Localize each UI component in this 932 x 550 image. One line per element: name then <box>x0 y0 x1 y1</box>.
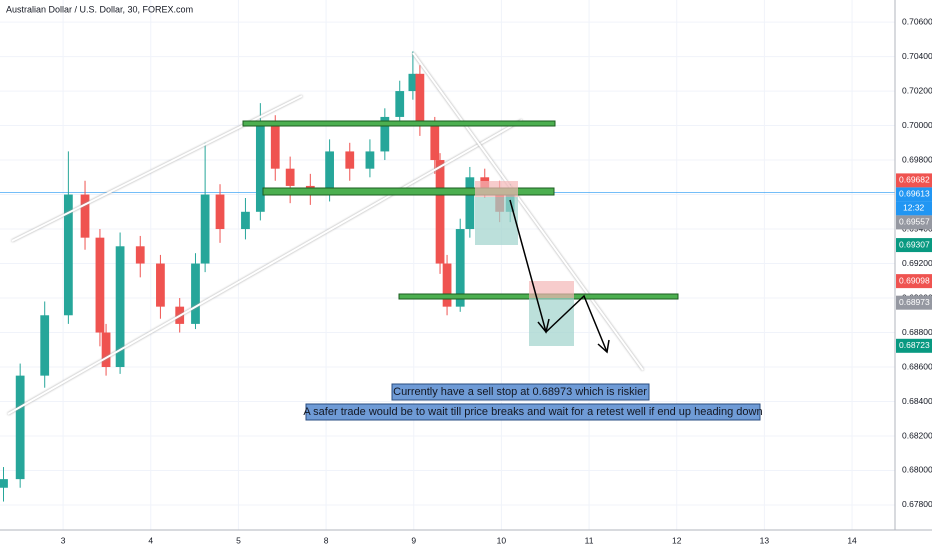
price-label: 0.68723 <box>899 340 930 350</box>
candle-body <box>465 177 475 230</box>
candle-body <box>63 194 73 316</box>
price-label-bg <box>896 187 932 202</box>
y-tick-label: 0.67800 <box>902 499 932 509</box>
channel-line <box>7 119 523 415</box>
y-tick-label: 0.70200 <box>902 85 932 95</box>
trend-line <box>412 52 644 371</box>
candle-body <box>40 315 50 376</box>
x-tick-label: 3 <box>61 535 66 545</box>
axes: 0.70600 0.70400 0.70200 0.70000 0.69800 0.696… <box>61 16 932 545</box>
y-tick-label: 0.68600 <box>902 361 932 371</box>
candle-body <box>442 263 452 307</box>
x-tick-label: 8 <box>324 535 329 545</box>
price-label-bg <box>896 215 932 230</box>
price-label: 0.68973 <box>899 297 930 307</box>
annotation: A safer trade would be to wait till pric… <box>303 406 762 418</box>
candle-body <box>80 194 90 238</box>
candle-body <box>365 151 375 169</box>
stop-box <box>475 181 518 197</box>
x-tick-label: 13 <box>760 535 770 545</box>
candle-body <box>200 194 210 264</box>
x-tick-label: 4 <box>148 535 153 545</box>
candle-body <box>156 263 165 307</box>
x-tick-label: 14 <box>847 535 857 545</box>
x-tick-label: 12 <box>672 535 682 545</box>
candle-body <box>325 151 334 195</box>
price-label: 0.69613 <box>899 189 930 199</box>
candle-body <box>408 73 418 92</box>
candle-body <box>215 194 225 230</box>
drawings: Currently have a sell stop at 0.68973 wh… <box>7 52 763 421</box>
x-tick-label: 10 <box>497 535 507 545</box>
price-label: 0.69098 <box>899 275 930 285</box>
price-label: 0.69557 <box>899 217 930 227</box>
y-tick-label: 0.68200 <box>902 430 932 440</box>
price-label: 0.69682 <box>899 175 930 185</box>
y-tick-label: 0.70600 <box>902 16 932 26</box>
support-zone <box>262 187 555 196</box>
annotation-box <box>305 403 761 421</box>
candle-body <box>435 160 445 264</box>
y-tick-label: 0.68800 <box>902 327 932 337</box>
candle-body <box>380 116 390 152</box>
annotation: Currently have a sell stop at 0.68973 wh… <box>393 386 647 398</box>
candles <box>0 51 515 502</box>
countdown: 12:32 <box>903 203 925 213</box>
candle-body <box>415 73 425 126</box>
annotation-box <box>391 383 650 401</box>
price-label-bg <box>896 173 932 188</box>
candle-body <box>285 168 295 186</box>
chart-title: Australian Dollar / U.S. Dollar, 30, FOR… <box>6 4 193 14</box>
price-label-bg <box>896 295 932 310</box>
candle-body <box>270 125 280 169</box>
x-tick-label: 11 <box>585 535 594 545</box>
price-label-bg <box>896 338 932 353</box>
price-label-bg <box>896 238 932 253</box>
projection-arrow <box>509 199 608 353</box>
x-tick-label: 5 <box>236 535 241 545</box>
candle-body <box>430 125 440 161</box>
x-tick-label: 9 <box>411 535 416 545</box>
candle-body <box>455 229 465 307</box>
candle-body <box>95 237 105 333</box>
y-tick-label: 0.69200 <box>902 258 932 268</box>
candle-body <box>345 151 355 169</box>
candle-body <box>115 246 125 368</box>
target-box <box>529 298 574 346</box>
price-label: 0.69307 <box>899 239 930 249</box>
candle-body <box>135 246 145 264</box>
countdown-bg <box>896 201 932 216</box>
candle-body <box>101 332 111 368</box>
y-tick-label: 0.70000 <box>902 120 932 130</box>
grid <box>0 0 895 530</box>
y-tick-label: 0.68000 <box>902 465 932 475</box>
candle-body <box>15 375 25 480</box>
channel-line <box>11 95 303 242</box>
resistance-zone <box>242 120 556 127</box>
stop-box <box>529 281 574 298</box>
y-tick-label: 0.68400 <box>902 396 932 406</box>
y-tick-label: 0.69800 <box>902 154 932 164</box>
y-tick-label: 0.70400 <box>902 51 932 61</box>
candle-body <box>0 479 8 488</box>
candle-body <box>395 91 405 117</box>
candle-body <box>241 211 250 230</box>
candle-body <box>191 263 200 324</box>
price-label-bg <box>896 274 932 289</box>
arrow-head <box>597 339 610 354</box>
candle-body <box>255 125 265 212</box>
arrow-head <box>537 318 550 334</box>
